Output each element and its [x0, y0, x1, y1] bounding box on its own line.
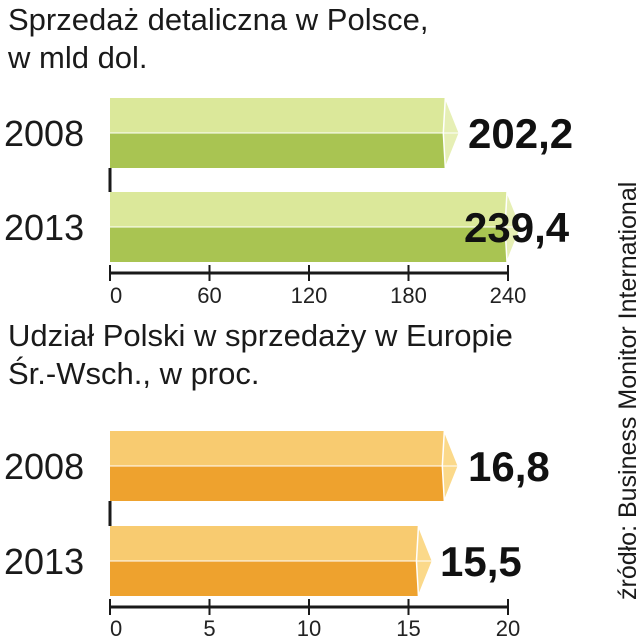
chart2-tick-label-20: 20	[496, 616, 520, 638]
chart1-tick-label-120: 120	[291, 283, 328, 308]
chart1-category-2013: 2013	[4, 207, 84, 248]
chart1-value-2008: 202,2	[468, 110, 573, 157]
chart1-bar-2008-lower	[110, 133, 460, 168]
chart2-tick-label-5: 5	[203, 616, 215, 638]
chart2-category-2013: 2013	[4, 541, 84, 582]
chart2-value-2013: 15,5	[440, 538, 522, 585]
chart2-value-2008: 16,8	[468, 443, 550, 490]
chart1-tick-label-60: 60	[197, 283, 221, 308]
chart2-bar-2013	[110, 526, 433, 561]
chart2-bar-2008	[110, 431, 459, 466]
chart2-tick-label-15: 15	[396, 616, 420, 638]
chart2-bar-2008-lower	[110, 466, 459, 501]
chart1-title-line1: Sprzedaż detaliczna w Polsce,	[8, 2, 429, 37]
chart1-bar-2013-lower	[110, 227, 522, 262]
chart1-title-line2: w mld dol.	[8, 40, 148, 75]
chart2-category-2008: 2008	[4, 446, 84, 487]
chart1-bar-2008	[110, 98, 460, 133]
chart1-value-2013: 239,4	[464, 204, 570, 251]
chart2-bar-2013-lower	[110, 561, 433, 596]
chart1-category-2008: 2008	[4, 113, 84, 154]
chart2-title-line2: Śr.-Wsch., w proc.	[8, 356, 260, 391]
chart2-title-line1: Udział Polski w sprzedaży w Europie	[8, 318, 513, 353]
chart1-tick-label-240: 240	[490, 283, 527, 308]
chart2-tick-label-0: 0	[110, 616, 122, 638]
chart1-bar-2013	[110, 192, 522, 227]
chart1-tick-label-180: 180	[390, 283, 427, 308]
chart2-tick-label-10: 10	[297, 616, 321, 638]
chart1-tick-label-0: 0	[110, 283, 122, 308]
